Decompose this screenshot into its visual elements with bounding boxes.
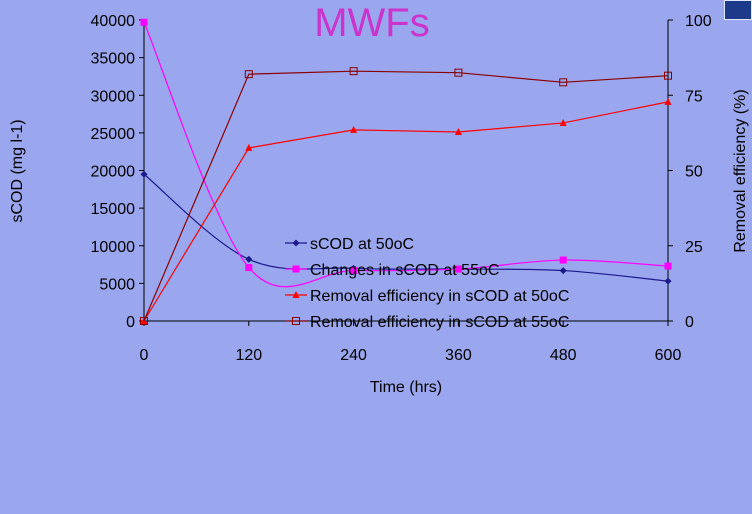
data-point: [664, 71, 672, 80]
legend-swatch-marker: [292, 265, 300, 273]
y-left-tick-label: 25000: [91, 126, 136, 143]
data-point: [244, 70, 253, 79]
data-point: [454, 265, 462, 273]
data-point: [245, 264, 253, 272]
series-2: [140, 18, 672, 288]
y-right-tick-label: 25: [685, 239, 703, 256]
y-left-tick-label: 5000: [99, 276, 135, 293]
series-line: [143, 173, 669, 282]
y-axis-left-title: sCOD (mg l-1): [9, 119, 26, 222]
data-point: [559, 267, 567, 275]
data-point: [349, 67, 358, 76]
data-point: [350, 267, 358, 275]
data-point: [245, 143, 253, 151]
data-point: [559, 78, 568, 87]
y-right-tick-label: 100: [685, 13, 712, 30]
legend-swatch-marker: [292, 317, 300, 325]
x-tick-label: 0: [140, 347, 149, 364]
y-left-tick-label: 30000: [91, 88, 136, 105]
corner-icon: [724, 0, 752, 20]
data-point: [454, 127, 462, 135]
y-axis-right-title: Removal efficiency (%): [732, 89, 749, 252]
data-point: [664, 97, 672, 105]
x-tick-label: 600: [655, 347, 682, 364]
data-point: [559, 256, 567, 264]
legend-swatch-marker: [292, 291, 300, 298]
legend-item: Changes in sCOD at 55oC: [285, 262, 499, 279]
series-3: [140, 97, 672, 324]
data-point: [664, 262, 672, 270]
legend-item: Removal efficiency in sCOD at 50oC: [285, 288, 569, 305]
series-line: [143, 70, 669, 322]
data-point: [245, 255, 253, 263]
legend-label: Changes in sCOD at 55oC: [310, 262, 499, 279]
data-point: [140, 317, 148, 325]
y-left-tick-label: 10000: [91, 239, 136, 256]
axes: 0500010000150002000025000300003500040000…: [91, 13, 712, 364]
data-point: [140, 18, 148, 26]
data-point: [454, 68, 463, 77]
legend-swatch-marker: [292, 239, 300, 247]
legend-label: Removal efficiency in sCOD at 50oC: [310, 288, 569, 305]
x-tick-label: 120: [235, 347, 262, 364]
series-4: [140, 67, 672, 325]
legend-item: Removal efficiency in sCOD at 55oC: [285, 314, 569, 331]
y-left-tick-label: 35000: [91, 51, 136, 68]
legend-item: sCOD at 50oC: [285, 236, 414, 253]
series-layer: [140, 18, 672, 325]
x-tick-label: 240: [340, 347, 367, 364]
x-tick-label: 480: [550, 347, 577, 364]
series-line: [143, 101, 669, 322]
y-right-tick-label: 75: [685, 88, 703, 105]
x-tick-label: 360: [445, 347, 472, 364]
legend: sCOD at 50oC Changes in sCOD at 55oC Remov…: [285, 236, 569, 331]
chart-title: MWFs: [314, 1, 430, 45]
data-point: [350, 125, 358, 133]
data-point: [664, 277, 672, 285]
x-axis-title: Time (hrs): [370, 379, 442, 396]
y-right-tick-label: 50: [685, 164, 703, 181]
data-point: [559, 118, 567, 126]
y-left-tick-label: 15000: [91, 201, 136, 218]
y-left-tick-label: 40000: [91, 13, 136, 30]
y-left-tick-label: 20000: [91, 164, 136, 181]
legend-label: Removal efficiency in sCOD at 55oC: [310, 314, 569, 331]
y-left-tick-label: 0: [126, 314, 135, 331]
data-point: [140, 170, 148, 178]
legend-label: sCOD at 50oC: [310, 236, 414, 253]
y-right-tick-label: 0: [685, 314, 694, 331]
